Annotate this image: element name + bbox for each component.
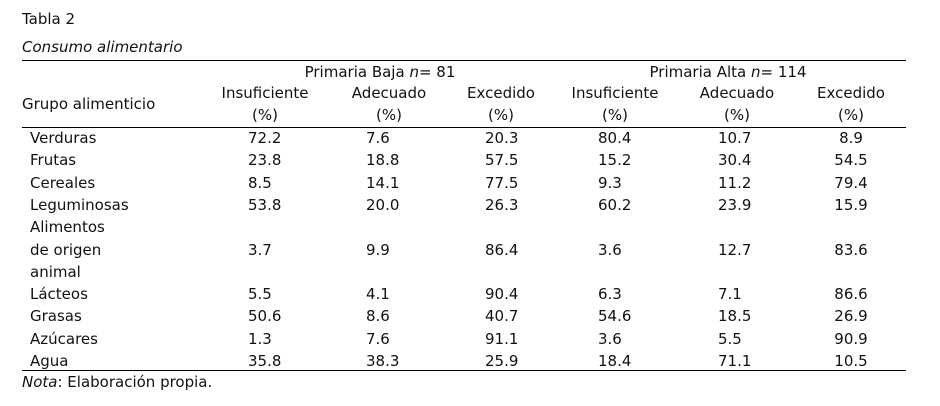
row-label: Alimentos [30,218,105,237]
table-cell: 50.6 [248,307,282,326]
row-label: Agua [30,352,69,370]
table-cell: 57.5 [485,151,519,170]
table-title: Consumo alimentario [22,38,183,56]
row-label: Verduras [30,129,97,147]
column-header: Excedido [467,84,535,102]
table-cell: 80.4 [598,129,632,147]
table-cell: 71.1 [718,352,752,370]
column-unit: (%) [376,106,402,124]
table-cell: 86.6 [834,285,868,304]
column-header: Insuficiente [571,84,659,102]
row-label: Azúcares [30,329,98,348]
table-cell: 86.4 [485,240,519,259]
table-cell: 10.5 [834,352,868,370]
table-cell: 90.9 [834,329,868,348]
table-cell: 7.6 [366,329,390,348]
column-unit: (%) [602,106,628,124]
table-cell: 83.6 [834,240,868,259]
table-cell: 5.5 [248,285,272,304]
column-unit: (%) [252,106,278,124]
table-cell: 7.1 [718,285,742,304]
table-cell: 8.9 [839,129,863,147]
table-cell: 72.2 [248,129,282,147]
row-header: Grupo alimenticio [22,95,156,113]
table-cell: 20.0 [366,195,400,214]
table-cell: 6.3 [598,285,622,304]
table-note: Nota: Elaboración propia. [22,373,213,391]
table-cell: 8.6 [366,307,390,326]
table-cell: 30.4 [718,151,752,170]
table-cell: 90.4 [485,285,519,304]
row-label: Frutas [30,151,77,170]
table-cell: 18.4 [598,352,632,370]
row-label: de origen [30,240,102,259]
column-unit: (%) [724,106,750,124]
table-cell: 23.8 [248,151,282,170]
table-cell: 53.8 [248,195,282,214]
row-label: Grasas [30,307,82,326]
column-header: Excedido [817,84,885,102]
table-cell: 3.6 [598,329,622,348]
group-header-primaria-alta: Primaria Alta n= 114 [649,63,807,81]
table-cell: 1.3 [248,329,272,348]
table-cell: 60.2 [598,195,632,214]
table-cell: 18.5 [718,307,752,326]
table-cell: 15.9 [834,195,868,214]
table-cell: 4.1 [366,285,390,304]
row-label: Leguminosas [30,195,129,214]
group-header-primaria-baja: Primaria Baja n= 81 [304,63,456,81]
table-cell: 9.9 [366,240,390,259]
top-rule [22,60,906,61]
table-cell: 3.6 [598,240,622,259]
table-cell: 91.1 [485,329,519,348]
table-cell: 11.2 [718,173,752,192]
table-cell: 3.7 [248,240,272,259]
bottom-rule [22,370,906,371]
table-cell: 38.3 [366,352,400,370]
table-cell: 7.6 [366,129,390,147]
table-cell: 35.8 [248,352,282,370]
table-cell: 14.1 [366,173,400,192]
table-cell: 20.3 [485,129,519,147]
table-cell: 79.4 [834,173,868,192]
table-label: Tabla 2 [22,10,76,28]
table-cell: 23.9 [718,195,752,214]
row-label: Lácteos [30,285,88,304]
column-unit: (%) [488,106,514,124]
table-cell: 54.6 [598,307,632,326]
table-cell: 9.3 [598,173,622,192]
table-cell: 54.5 [834,151,868,170]
column-header: Insuficiente [221,84,309,102]
table-cell: 8.5 [248,173,272,192]
table-cell: 12.7 [718,240,752,259]
table-cell: 18.8 [366,151,400,170]
table-cell: 5.5 [718,329,742,348]
row-label: Cereales [30,173,96,192]
row-label: animal [30,262,81,281]
table-cell: 40.7 [485,307,519,326]
table-cell: 26.3 [485,195,519,214]
column-header: Adecuado [351,84,427,102]
table-cell: 10.7 [718,129,752,147]
header-rule [22,127,906,128]
table-cell: 26.9 [834,307,868,326]
column-header: Adecuado [699,84,775,102]
table-cell: 15.2 [598,151,632,170]
table-cell: 25.9 [485,352,519,370]
column-unit: (%) [838,106,864,124]
table-cell: 77.5 [485,173,519,192]
